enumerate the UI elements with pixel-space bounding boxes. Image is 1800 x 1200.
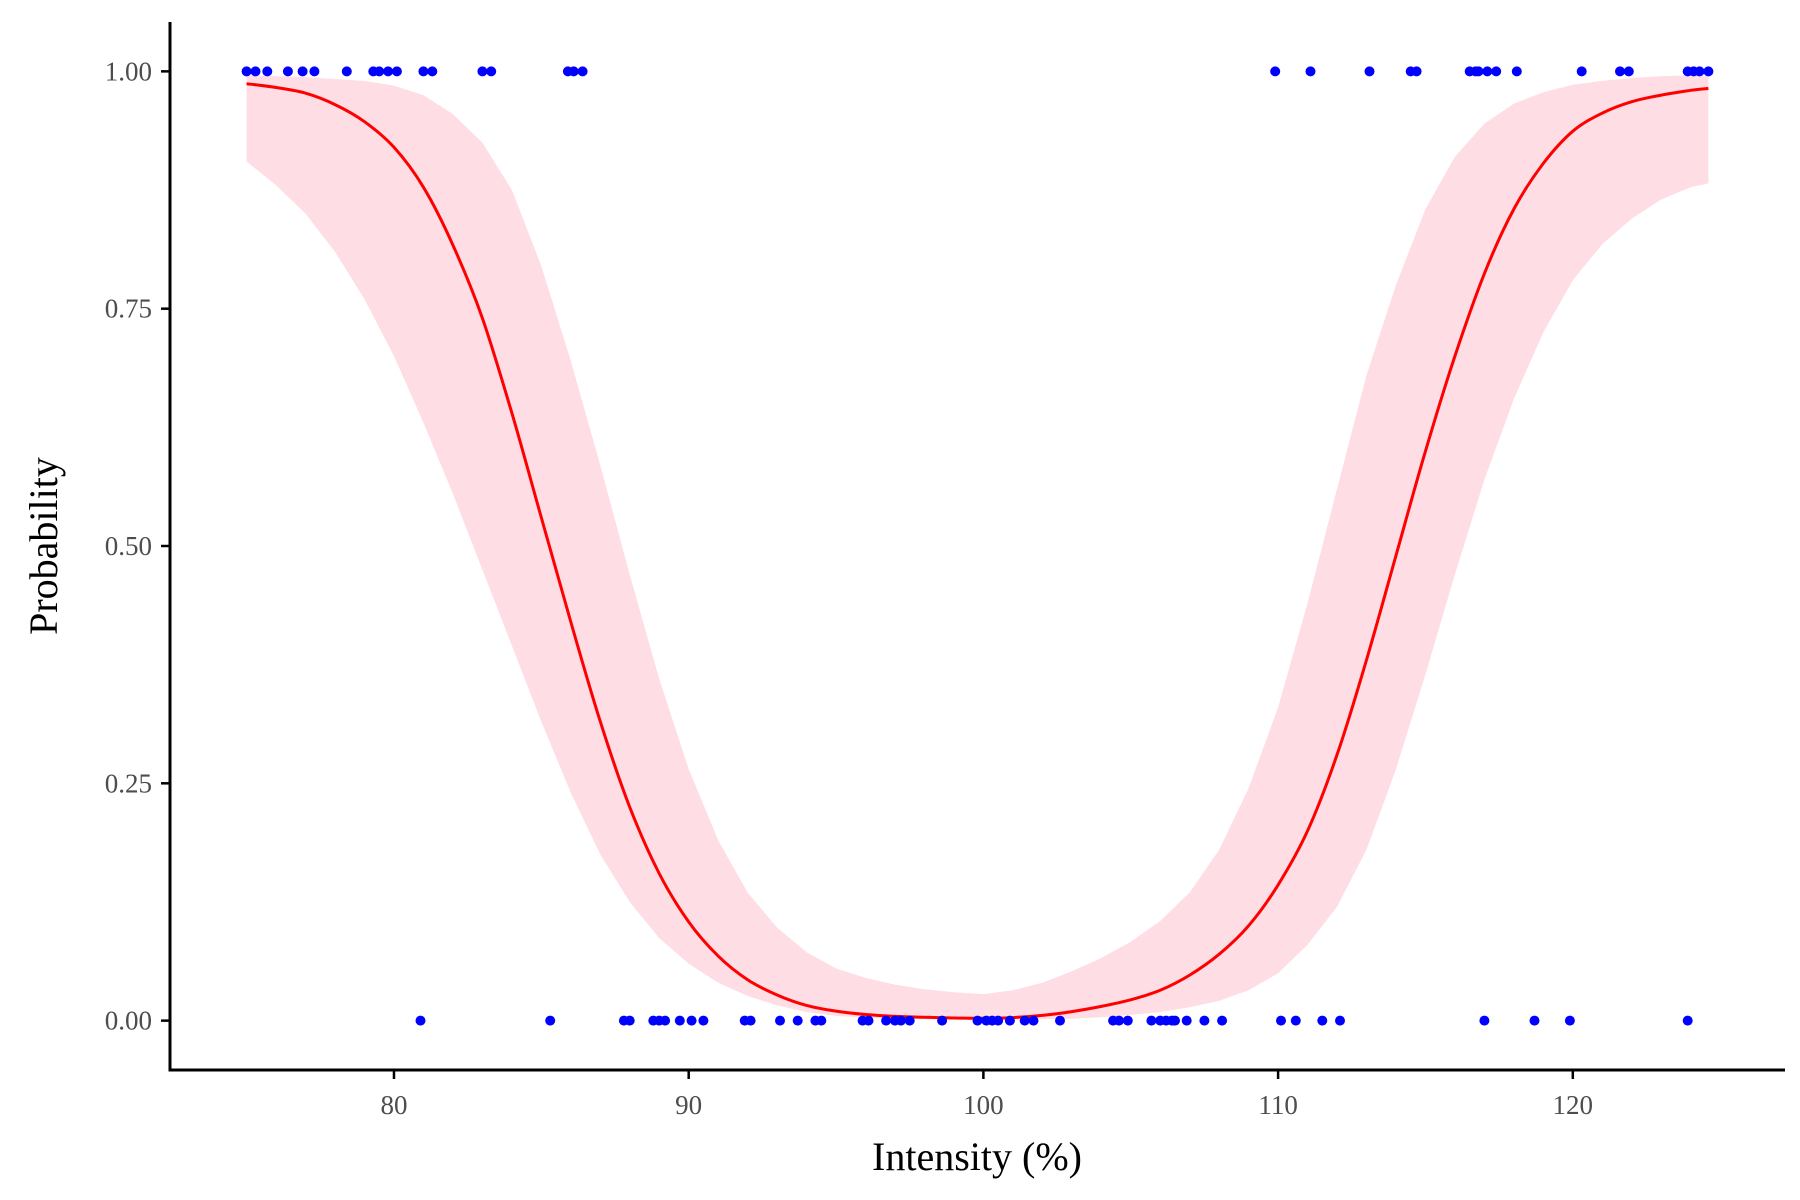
observation-point xyxy=(418,66,429,77)
observation-point xyxy=(415,1015,426,1026)
observation-point xyxy=(698,1015,709,1026)
observation-point xyxy=(1028,1015,1039,1026)
observation-point xyxy=(1682,1015,1693,1026)
x-tick-label: 120 xyxy=(1553,1090,1594,1120)
x-tick-label: 100 xyxy=(963,1090,1004,1120)
observation-point xyxy=(374,66,385,77)
observation-point xyxy=(297,66,308,77)
observation-point xyxy=(792,1015,803,1026)
x-axis-title: Intensity (%) xyxy=(872,1134,1082,1179)
observation-point xyxy=(1615,66,1625,77)
observation-point xyxy=(577,66,588,77)
observation-point xyxy=(486,66,497,77)
observation-point xyxy=(937,1015,948,1026)
observation-point xyxy=(1114,1015,1124,1026)
observation-point xyxy=(624,1015,635,1026)
observation-point xyxy=(1217,1015,1228,1026)
observation-point xyxy=(1290,1015,1301,1026)
y-tick-label: 0.00 xyxy=(105,1006,152,1036)
y-axis-ticks: 0.00 0.25 0.50 0.75 1.00 xyxy=(105,56,170,1036)
observation-point xyxy=(427,66,438,77)
observation-point xyxy=(686,1015,697,1026)
observation-point xyxy=(1491,66,1502,77)
observation-point xyxy=(1564,1015,1575,1026)
observation-point xyxy=(1479,1015,1490,1026)
y-tick-label: 0.75 xyxy=(105,294,152,324)
observation-point xyxy=(881,1015,892,1026)
y-tick-label: 1.00 xyxy=(105,56,152,86)
y-tick-label: 0.25 xyxy=(105,768,152,798)
observation-point xyxy=(341,66,352,77)
x-tick-label: 110 xyxy=(1258,1090,1298,1120)
confidence-band xyxy=(246,75,1709,1020)
observation-point xyxy=(1482,66,1493,77)
observation-point xyxy=(660,1015,671,1026)
y-axis-title: Probability xyxy=(21,457,66,635)
observation-point xyxy=(1004,1015,1015,1026)
observation-point xyxy=(262,66,273,77)
observation-point xyxy=(383,66,394,77)
observation-point xyxy=(904,1015,915,1026)
observation-point xyxy=(993,1015,1004,1026)
observation-points-layer xyxy=(241,66,1714,1026)
confidence-band-layer xyxy=(246,75,1709,1020)
observation-point xyxy=(1122,1015,1133,1026)
axes: 0.00 0.25 0.50 0.75 1.00 80 90 100 110 120 xyxy=(105,22,1785,1120)
observation-point xyxy=(545,1015,556,1026)
observation-point xyxy=(1694,66,1705,77)
observation-point xyxy=(250,66,261,77)
observation-point xyxy=(1055,1015,1065,1026)
x-tick-label: 90 xyxy=(675,1090,702,1120)
observation-point xyxy=(972,1015,983,1026)
observation-point xyxy=(1305,66,1316,77)
x-axis-ticks: 80 90 100 110 120 xyxy=(380,1070,1593,1120)
observation-point xyxy=(1511,66,1522,77)
observation-point xyxy=(816,1015,827,1026)
observation-point xyxy=(1335,1015,1345,1026)
plot-area xyxy=(241,66,1714,1026)
observation-point xyxy=(1529,1015,1540,1026)
observation-point xyxy=(863,1015,874,1026)
observation-point xyxy=(1276,1015,1286,1026)
observation-point xyxy=(1364,66,1375,77)
observation-point xyxy=(1181,1015,1192,1026)
observation-point xyxy=(1703,66,1714,77)
observation-point xyxy=(1473,66,1484,77)
observation-point xyxy=(1317,1015,1328,1026)
observation-point xyxy=(568,66,579,77)
y-tick-label: 0.50 xyxy=(105,531,152,561)
observation-point xyxy=(309,66,320,77)
observation-point xyxy=(674,1015,685,1026)
observation-point xyxy=(1623,66,1634,77)
x-tick-label: 80 xyxy=(380,1090,407,1120)
observation-point xyxy=(1019,1015,1030,1026)
observation-point xyxy=(241,66,252,77)
observation-point xyxy=(1199,1015,1210,1026)
observation-point xyxy=(1576,66,1587,77)
observation-point xyxy=(745,1015,756,1026)
observation-point xyxy=(1270,66,1281,77)
observation-point xyxy=(477,66,488,77)
observation-point xyxy=(1411,66,1422,77)
observation-point xyxy=(1146,1015,1157,1026)
observation-point xyxy=(391,66,402,77)
observation-point xyxy=(775,1015,785,1026)
observation-point xyxy=(895,1015,906,1026)
observation-point xyxy=(1170,1015,1180,1026)
observation-point xyxy=(282,66,293,77)
